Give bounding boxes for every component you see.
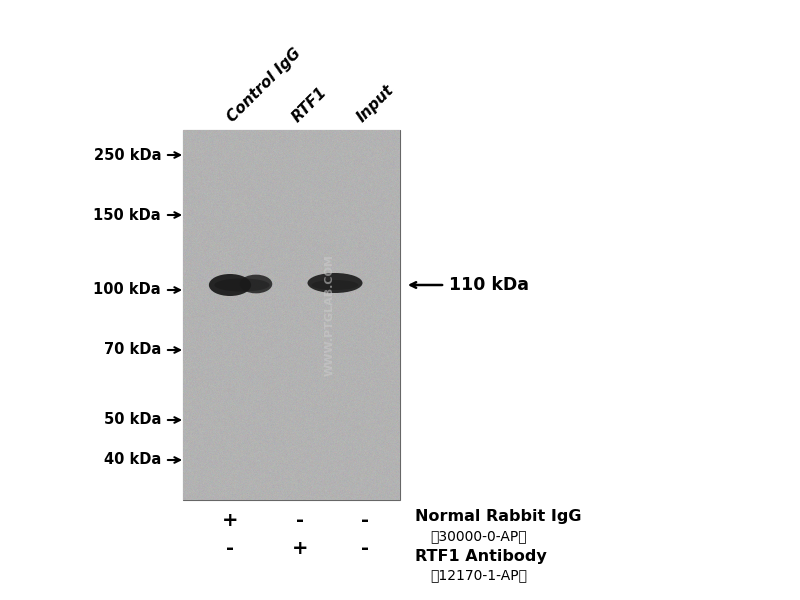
Text: （12170-1-AP）: （12170-1-AP） [430, 568, 527, 582]
Ellipse shape [214, 278, 270, 292]
Text: -: - [361, 539, 369, 557]
Text: -: - [296, 511, 304, 529]
Ellipse shape [240, 275, 272, 293]
Text: 150 kDa: 150 kDa [94, 208, 161, 223]
Ellipse shape [307, 273, 362, 293]
Text: RTF1 Antibody: RTF1 Antibody [415, 548, 546, 563]
Text: 50 kDa: 50 kDa [104, 413, 161, 427]
Bar [183, 130, 400, 500]
Text: WWW.PTGLAB.COM: WWW.PTGLAB.COM [325, 254, 335, 376]
Text: Control IgG: Control IgG [224, 46, 304, 125]
Text: +: + [292, 539, 308, 557]
Text: 100 kDa: 100 kDa [94, 283, 161, 298]
Ellipse shape [312, 280, 358, 290]
Text: Normal Rabbit IgG: Normal Rabbit IgG [415, 509, 582, 524]
Text: 250 kDa: 250 kDa [94, 148, 161, 163]
Text: 70 kDa: 70 kDa [104, 343, 161, 358]
Ellipse shape [209, 274, 251, 296]
Text: -: - [226, 539, 234, 557]
Text: 110 kDa: 110 kDa [449, 276, 529, 294]
Text: Input: Input [354, 82, 397, 125]
Text: RTF1: RTF1 [290, 85, 330, 125]
Text: -: - [361, 511, 369, 529]
Text: +: + [222, 511, 238, 529]
Text: 40 kDa: 40 kDa [104, 452, 161, 467]
Text: （30000-0-AP）: （30000-0-AP） [430, 529, 526, 543]
